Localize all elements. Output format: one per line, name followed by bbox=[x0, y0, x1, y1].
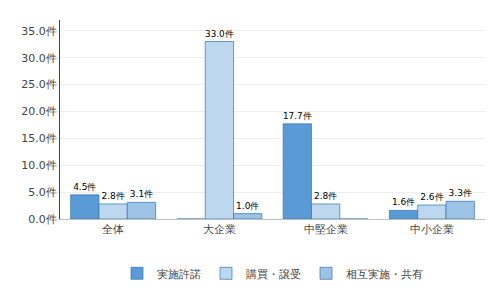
svg-text:2.8件: 2.8件 bbox=[314, 191, 337, 201]
svg-text:30.0件: 30.0件 bbox=[21, 52, 57, 65]
svg-text:中堅企業: 中堅企業 bbox=[304, 223, 348, 236]
svg-text:1.6件: 1.6件 bbox=[392, 197, 415, 207]
svg-text:0.0件: 0.0件 bbox=[28, 213, 57, 226]
svg-text:33.0件: 33.0件 bbox=[205, 29, 234, 39]
svg-text:15.0件: 15.0件 bbox=[21, 132, 57, 145]
svg-text:実施許諾: 実施許諾 bbox=[157, 268, 201, 281]
svg-text:大企業: 大企業 bbox=[203, 223, 236, 236]
svg-text:5.0件: 5.0件 bbox=[28, 186, 57, 199]
svg-text:4.5件: 4.5件 bbox=[73, 182, 96, 192]
svg-text:2.6件: 2.6件 bbox=[420, 192, 443, 202]
svg-text:1.0件: 1.0件 bbox=[236, 201, 259, 211]
svg-text:2.8件: 2.8件 bbox=[101, 191, 124, 201]
svg-text:10.0件: 10.0件 bbox=[21, 159, 57, 172]
svg-text:3.1件: 3.1件 bbox=[130, 189, 153, 199]
svg-text:25.0件: 25.0件 bbox=[21, 78, 57, 91]
svg-text:17.7件: 17.7件 bbox=[283, 111, 312, 121]
svg-text:20.0件: 20.0件 bbox=[21, 105, 57, 118]
svg-text:35.0件: 35.0件 bbox=[21, 25, 57, 38]
svg-text:購買・譲受: 購買・譲受 bbox=[246, 268, 301, 281]
svg-text:3.3件: 3.3件 bbox=[449, 188, 472, 198]
svg-text:中小企業: 中小企業 bbox=[410, 223, 454, 236]
svg-text:相互実施・共有: 相互実施・共有 bbox=[346, 268, 423, 281]
svg-text:全体: 全体 bbox=[102, 223, 124, 236]
